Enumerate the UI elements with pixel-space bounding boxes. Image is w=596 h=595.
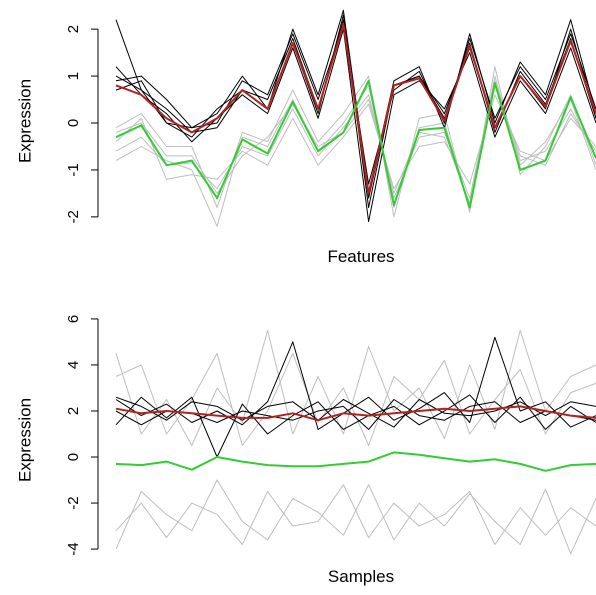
features-panel: -2 -1 0 1 2 Features Expression: [15, 9, 596, 266]
highlight-series-line: [115, 394, 596, 458]
y-axis-label: Expression: [15, 79, 34, 163]
x-axis-label: Samples: [328, 567, 394, 586]
y-tick-label: 0: [65, 453, 82, 461]
samples-panel: -4 -2 0 2 4 6 Samples Expression: [15, 315, 596, 586]
background-series-line: [115, 484, 596, 545]
y-tick-label: 1: [65, 72, 82, 80]
mean-line-red: [115, 23, 596, 195]
background-series-line: [115, 479, 596, 555]
background-series-line: [115, 84, 596, 204]
background-series-line: [115, 94, 596, 190]
y-tick-label: -1: [65, 163, 82, 176]
mean-line-green: [115, 451, 596, 472]
x-axis-label: Features: [327, 247, 394, 266]
y-tick-label: -2: [65, 496, 82, 509]
y-tick-label: -2: [65, 210, 82, 223]
background-series-line: [115, 352, 596, 446]
highlight-series-line: [115, 396, 596, 428]
mean-line-green: [115, 79, 596, 209]
mean-line-red: [115, 405, 596, 422]
y-tick-label: 4: [65, 361, 82, 369]
y-tick-label: 2: [65, 25, 82, 33]
highlight-series-line: [115, 399, 596, 430]
highlight-series-line: [115, 28, 596, 223]
y-axis-label: Expression: [15, 398, 34, 482]
background-series-line: [115, 329, 596, 446]
y-tick-label: -4: [65, 542, 82, 555]
y-tick-label: 6: [65, 315, 82, 323]
y-tick-label: 0: [65, 119, 82, 127]
highlight-series-line: [115, 336, 596, 430]
y-tick-label: 2: [65, 407, 82, 415]
